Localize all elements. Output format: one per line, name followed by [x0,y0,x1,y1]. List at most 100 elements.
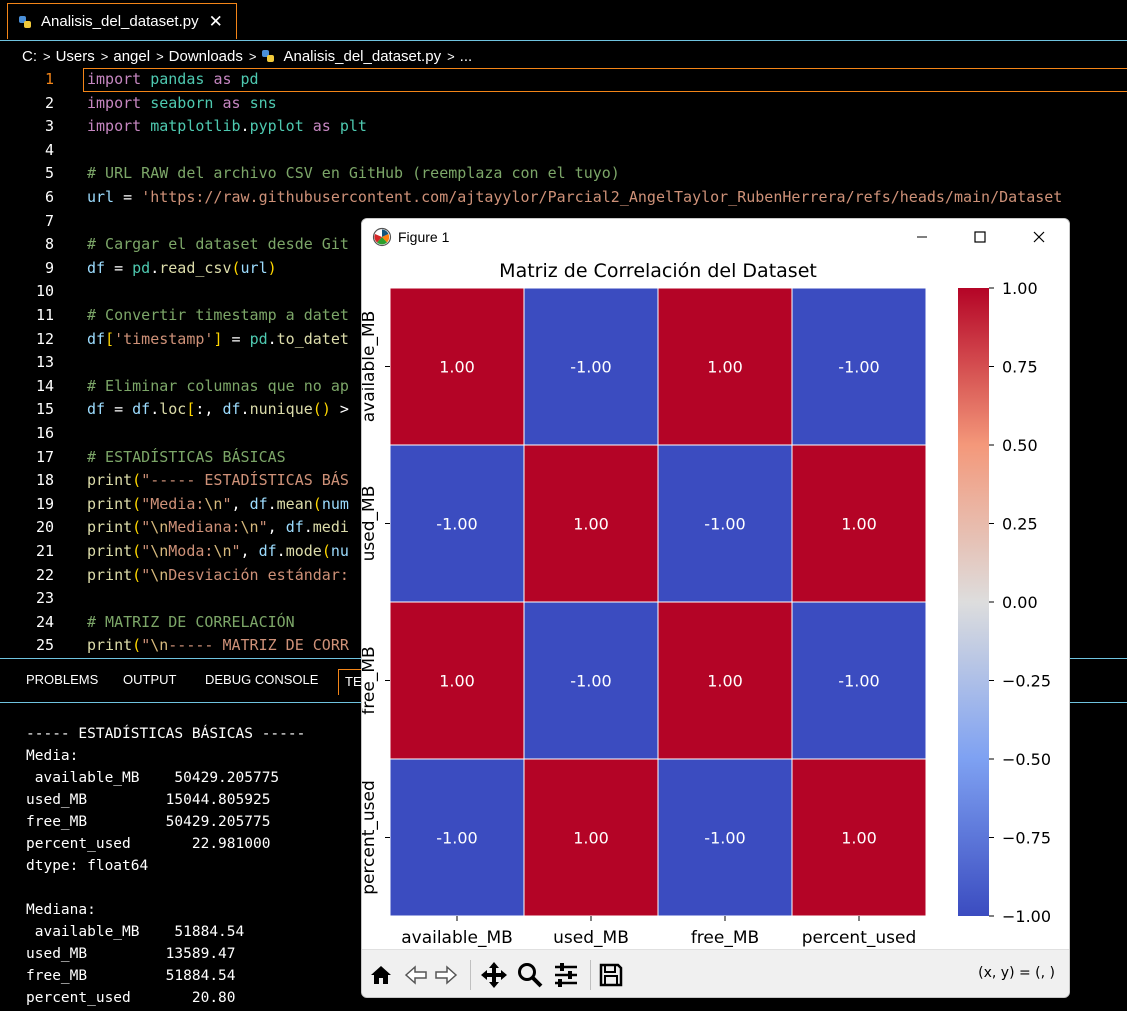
breadcrumb-item-symbol[interactable]: ... [459,47,473,65]
code-editor[interactable]: 1 import pandas as pd 2 import seaborn as s… [0,68,1127,658]
toolbar-separator [470,960,471,990]
code-line[interactable]: 22 print("\nDesviación estándar: [0,564,1127,588]
cell-annotation: 1.00 [573,829,609,848]
figure-title-bar[interactable]: Figure 1 [362,219,1069,255]
pan-move-icon [481,962,507,988]
colorbar-tick-label: 1.00 [1002,279,1038,298]
heatmap-cell [791,444,927,603]
terminal-line: percent_used 22.981000 [26,836,271,852]
code-line[interactable]: 11 # Convertir timestamp a datet [0,304,1127,328]
code-line[interactable]: 25 print("\n----- MATRIZ DE CORR [0,634,1127,658]
chevron-right-icon: > [100,48,109,64]
breadcrumb: C: > Users > angel > Downloads > Analisi… [0,44,1127,68]
line-number: 13 [35,353,54,372]
editor-tab-bar: Analisis_del_dataset.py ✕ [0,0,1127,41]
terminal-line: available_MB 51884.54 [26,924,245,940]
configure-subplots-button[interactable] [551,960,581,990]
minimize-button[interactable] [899,223,945,251]
python-file-icon [262,50,275,62]
code-text: df['timestamp'] = pd.to_datet [87,329,349,348]
close-icon [1033,231,1045,243]
code-line[interactable]: 13 [0,351,1127,375]
code-line[interactable]: 20 print("\nMediana:\n", df.medi [0,516,1127,540]
colorbar-tick-label: −0.50 [1002,750,1051,769]
x-tick-label: used_MB [553,928,629,948]
terminal-output[interactable]: ----- ESTADÍSTICAS BÁSICAS ----- Media: a… [26,723,305,1009]
minimize-icon [917,236,927,238]
cell-annotation: 1.00 [439,358,475,377]
forward-button[interactable] [431,960,461,990]
colorbar-tick-label: 0.25 [1002,515,1038,534]
figure-canvas[interactable]: Matriz de Correlación del Dataset 1.00 -1.… [362,255,1069,949]
code-line[interactable]: 15 df = df.loc[:, df.nunique() > [0,398,1127,422]
code-line[interactable]: 6 url = 'https://raw.githubusercontent.co… [0,186,1127,210]
editor-tab-analisis[interactable]: Analisis_del_dataset.py ✕ [7,3,237,39]
line-number: 8 [44,235,54,254]
line-number: 20 [35,518,54,537]
terminal-line: percent_used 20.80 [26,990,236,1006]
code-line[interactable]: 14 # Eliminar columnas que no ap [0,375,1127,399]
line-number: 5 [44,164,54,183]
breadcrumb-item-drive[interactable]: C: [22,47,37,65]
code-line[interactable]: 21 print("\nModa:\n", df.mode(nu [0,540,1127,564]
breadcrumb-item-file[interactable]: Analisis_del_dataset.py [283,47,442,65]
line-number: 24 [35,612,54,631]
code-line[interactable]: 2 import seaborn as sns [0,92,1127,116]
code-line[interactable]: 23 [0,587,1127,611]
line-number: 17 [35,447,54,466]
line-number: 23 [35,589,54,608]
colorbar-tick-label: −0.75 [1002,829,1051,848]
code-line[interactable]: 10 [0,280,1127,304]
code-line[interactable]: 12 df['timestamp'] = pd.to_datet [0,328,1127,352]
close-button[interactable] [1016,223,1062,251]
chevron-right-icon: > [248,48,257,64]
cell-annotation: -1.00 [838,672,879,691]
configure-subplots-icon [555,963,577,987]
line-number: 10 [35,282,54,301]
line-number: 6 [44,188,54,206]
tab-output[interactable]: OUTPUT [123,672,177,687]
zoom-button[interactable] [515,960,545,990]
heatmap-cell [389,287,525,446]
line-number: 21 [35,542,54,560]
home-icon [371,966,391,984]
coordinate-readout: (x, y) = (, ) [978,965,1055,981]
terminal-line: used_MB 13589.47 [26,946,236,962]
code-line[interactable]: 5 # URL RAW del archivo CSV en GitHub (re… [0,162,1127,186]
pan-button[interactable] [479,960,509,990]
breadcrumb-item-downloads[interactable]: Downloads [168,47,243,65]
maximize-icon [974,231,986,243]
tab-problems[interactable]: PROBLEMS [26,672,99,687]
cell-annotation: -1.00 [436,829,477,848]
line-number: 4 [44,140,54,159]
code-line[interactable]: 16 [0,422,1127,446]
code-line[interactable]: 24 # MATRIZ DE CORRELACIÓN [0,611,1127,635]
code-line[interactable]: 7 [0,210,1127,234]
close-tab-icon[interactable]: ✕ [208,11,223,32]
heatmap-cell [523,287,659,446]
cell-annotation: 1.00 [841,515,877,534]
code-line[interactable]: 17 # ESTADÍSTICAS BÁSICAS [0,446,1127,470]
terminal-line: free_MB 50429.205775 [26,814,271,830]
save-button[interactable] [596,960,626,990]
code-text: df = pd.read_csv(url) [87,258,277,277]
heatmap-cell [791,287,927,446]
line-number: 25 [35,636,54,655]
code-text: print("\nMediana:\n", df.medi [87,518,349,537]
breadcrumb-item-users[interactable]: Users [55,47,95,65]
home-button[interactable] [366,960,396,990]
code-line[interactable]: 19 print("Media:\n", df.mean(num [0,493,1127,517]
correlation-heatmap: Matriz de Correlación del Dataset 1.00 -1.… [362,260,1051,948]
cell-annotation: -1.00 [838,358,879,377]
tab-debug-console[interactable]: DEBUG CONSOLE [205,672,319,687]
code-line[interactable]: 3 import matplotlib.pyplot as plt [0,115,1127,139]
breadcrumb-item-angel[interactable]: angel [113,47,151,65]
back-button[interactable] [401,960,431,990]
code-line[interactable]: 8 # Cargar el dataset desde Git [0,233,1127,257]
line-number: 18 [35,471,54,490]
code-line[interactable]: 4 [0,139,1127,163]
code-line[interactable]: 18 print("----- ESTADÍSTICAS BÁS [0,469,1127,493]
maximize-button[interactable] [957,223,1003,251]
code-line[interactable]: 9 df = pd.read_csv(url) [0,257,1127,281]
code-line[interactable]: 1 import pandas as pd [0,68,1127,92]
